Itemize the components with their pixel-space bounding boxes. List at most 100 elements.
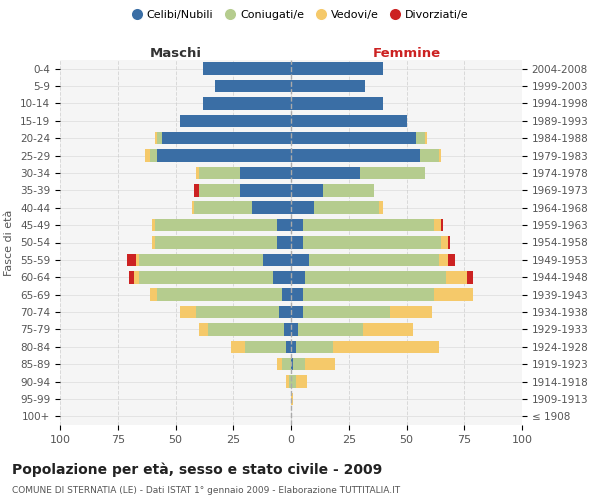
Bar: [291, 340, 296, 353]
Bar: [291, 288, 302, 301]
Bar: [139, 271, 272, 283]
Bar: [127, 254, 136, 266]
Bar: [180, 114, 291, 127]
Bar: [199, 323, 208, 336]
Bar: [439, 150, 441, 162]
Bar: [291, 80, 365, 92]
Bar: [208, 323, 284, 336]
Bar: [302, 306, 391, 318]
Bar: [323, 184, 374, 196]
Bar: [379, 202, 383, 214]
Bar: [280, 306, 291, 318]
Bar: [291, 392, 293, 405]
Bar: [152, 219, 155, 232]
Bar: [291, 114, 407, 127]
Bar: [157, 288, 282, 301]
Bar: [194, 184, 199, 196]
Bar: [441, 236, 448, 249]
Bar: [439, 254, 448, 266]
Bar: [196, 306, 280, 318]
Bar: [272, 271, 291, 283]
Bar: [199, 166, 240, 179]
Bar: [296, 376, 307, 388]
Bar: [155, 219, 277, 232]
Bar: [291, 254, 310, 266]
Bar: [291, 202, 314, 214]
Bar: [441, 219, 443, 232]
Bar: [139, 254, 263, 266]
Legend: Celibi/Nubili, Coniugati/e, Vedovi/e, Divorziati/e: Celibi/Nubili, Coniugati/e, Vedovi/e, Di…: [127, 6, 473, 25]
Text: Maschi: Maschi: [149, 47, 202, 60]
Bar: [203, 62, 291, 75]
Bar: [130, 271, 134, 283]
Bar: [155, 132, 157, 144]
Bar: [332, 340, 439, 353]
Bar: [448, 236, 451, 249]
Bar: [291, 358, 293, 370]
Bar: [231, 340, 245, 353]
Bar: [282, 358, 291, 370]
Bar: [240, 166, 291, 179]
Bar: [291, 271, 305, 283]
Bar: [291, 62, 383, 75]
Bar: [282, 288, 291, 301]
Bar: [252, 202, 291, 214]
Bar: [196, 166, 199, 179]
Bar: [416, 132, 425, 144]
Bar: [448, 254, 455, 266]
Bar: [157, 132, 161, 144]
Bar: [240, 184, 291, 196]
Bar: [291, 184, 323, 196]
Bar: [310, 254, 439, 266]
Bar: [157, 150, 291, 162]
Bar: [191, 202, 194, 214]
Text: Femmine: Femmine: [373, 47, 440, 60]
Bar: [291, 306, 302, 318]
Bar: [302, 219, 434, 232]
Bar: [286, 340, 291, 353]
Bar: [284, 323, 291, 336]
Bar: [277, 358, 282, 370]
Bar: [291, 219, 302, 232]
Bar: [194, 202, 252, 214]
Bar: [362, 323, 413, 336]
Bar: [467, 271, 473, 283]
Text: COMUNE DI STERNATIA (LE) - Dati ISTAT 1° gennaio 2009 - Elaborazione TUTTITALIA.: COMUNE DI STERNATIA (LE) - Dati ISTAT 1°…: [12, 486, 400, 495]
Bar: [434, 219, 441, 232]
Bar: [155, 236, 277, 249]
Bar: [150, 288, 157, 301]
Bar: [314, 202, 379, 214]
Bar: [291, 236, 302, 249]
Bar: [434, 288, 473, 301]
Bar: [305, 271, 446, 283]
Bar: [291, 323, 298, 336]
Bar: [150, 150, 157, 162]
Bar: [298, 323, 362, 336]
Bar: [291, 376, 296, 388]
Bar: [305, 358, 335, 370]
Bar: [136, 254, 139, 266]
Bar: [134, 271, 139, 283]
Bar: [180, 306, 196, 318]
Bar: [203, 97, 291, 110]
Bar: [291, 166, 360, 179]
Y-axis label: Fasce di età: Fasce di età: [4, 210, 14, 276]
Bar: [145, 150, 150, 162]
Bar: [302, 236, 441, 249]
Bar: [263, 254, 291, 266]
Bar: [199, 184, 240, 196]
Bar: [245, 340, 286, 353]
Bar: [291, 132, 416, 144]
Bar: [291, 97, 383, 110]
Bar: [391, 306, 432, 318]
Bar: [152, 236, 155, 249]
Bar: [277, 219, 291, 232]
Bar: [425, 132, 427, 144]
Bar: [421, 150, 439, 162]
Bar: [296, 340, 332, 353]
Bar: [291, 150, 421, 162]
Bar: [446, 271, 467, 283]
Bar: [293, 358, 305, 370]
Text: Popolazione per età, sesso e stato civile - 2009: Popolazione per età, sesso e stato civil…: [12, 462, 382, 477]
Bar: [286, 376, 289, 388]
